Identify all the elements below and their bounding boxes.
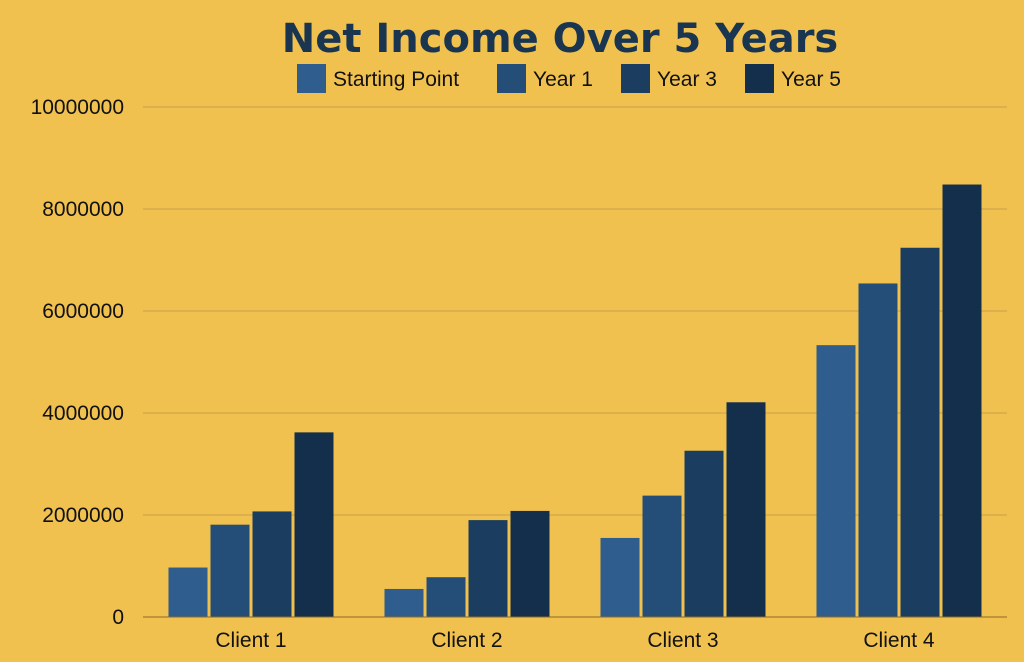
legend-label: Year 3 [657,68,717,91]
bar [426,577,466,617]
bar [642,495,682,617]
legend-label: Year 1 [533,68,593,91]
bar [900,247,940,617]
bar [210,524,250,617]
y-tick-label: 10000000 [31,96,124,119]
bar [726,402,766,617]
legend-swatch [621,64,650,93]
bar [468,520,508,617]
bar [858,283,898,617]
bar [168,567,208,617]
bar [294,432,334,617]
bar [600,537,640,617]
bar [942,184,982,617]
bar [510,510,550,617]
legend: Starting Point Year 1 Year 3 Year 5 [297,64,841,93]
y-tick-label: 6000000 [42,300,124,323]
x-axis: Client 1 Client 2 Client 3 Client 4 [143,616,1007,652]
bar [684,450,724,617]
legend-label: Starting Point [333,68,459,91]
legend-swatch [297,64,326,93]
bar [816,345,856,617]
y-tick-label: 8000000 [42,198,124,221]
bar [252,511,292,617]
legend-swatch [497,64,526,93]
y-axis: 0 2000000 4000000 6000000 8000000 10000000 [31,96,124,629]
x-tick-label: Client 3 [647,629,718,652]
legend-label: Year 5 [781,68,841,91]
y-tick-label: 0 [112,606,124,629]
bars [168,184,982,617]
legend-swatch [745,64,774,93]
x-tick-label: Client 1 [215,629,286,652]
bar [384,588,424,617]
chart-title: Net Income Over 5 Years [282,16,839,62]
y-tick-label: 4000000 [42,402,124,425]
y-tick-label: 2000000 [42,504,124,527]
x-tick-label: Client 4 [863,629,935,652]
x-tick-label: Client 2 [431,629,502,652]
